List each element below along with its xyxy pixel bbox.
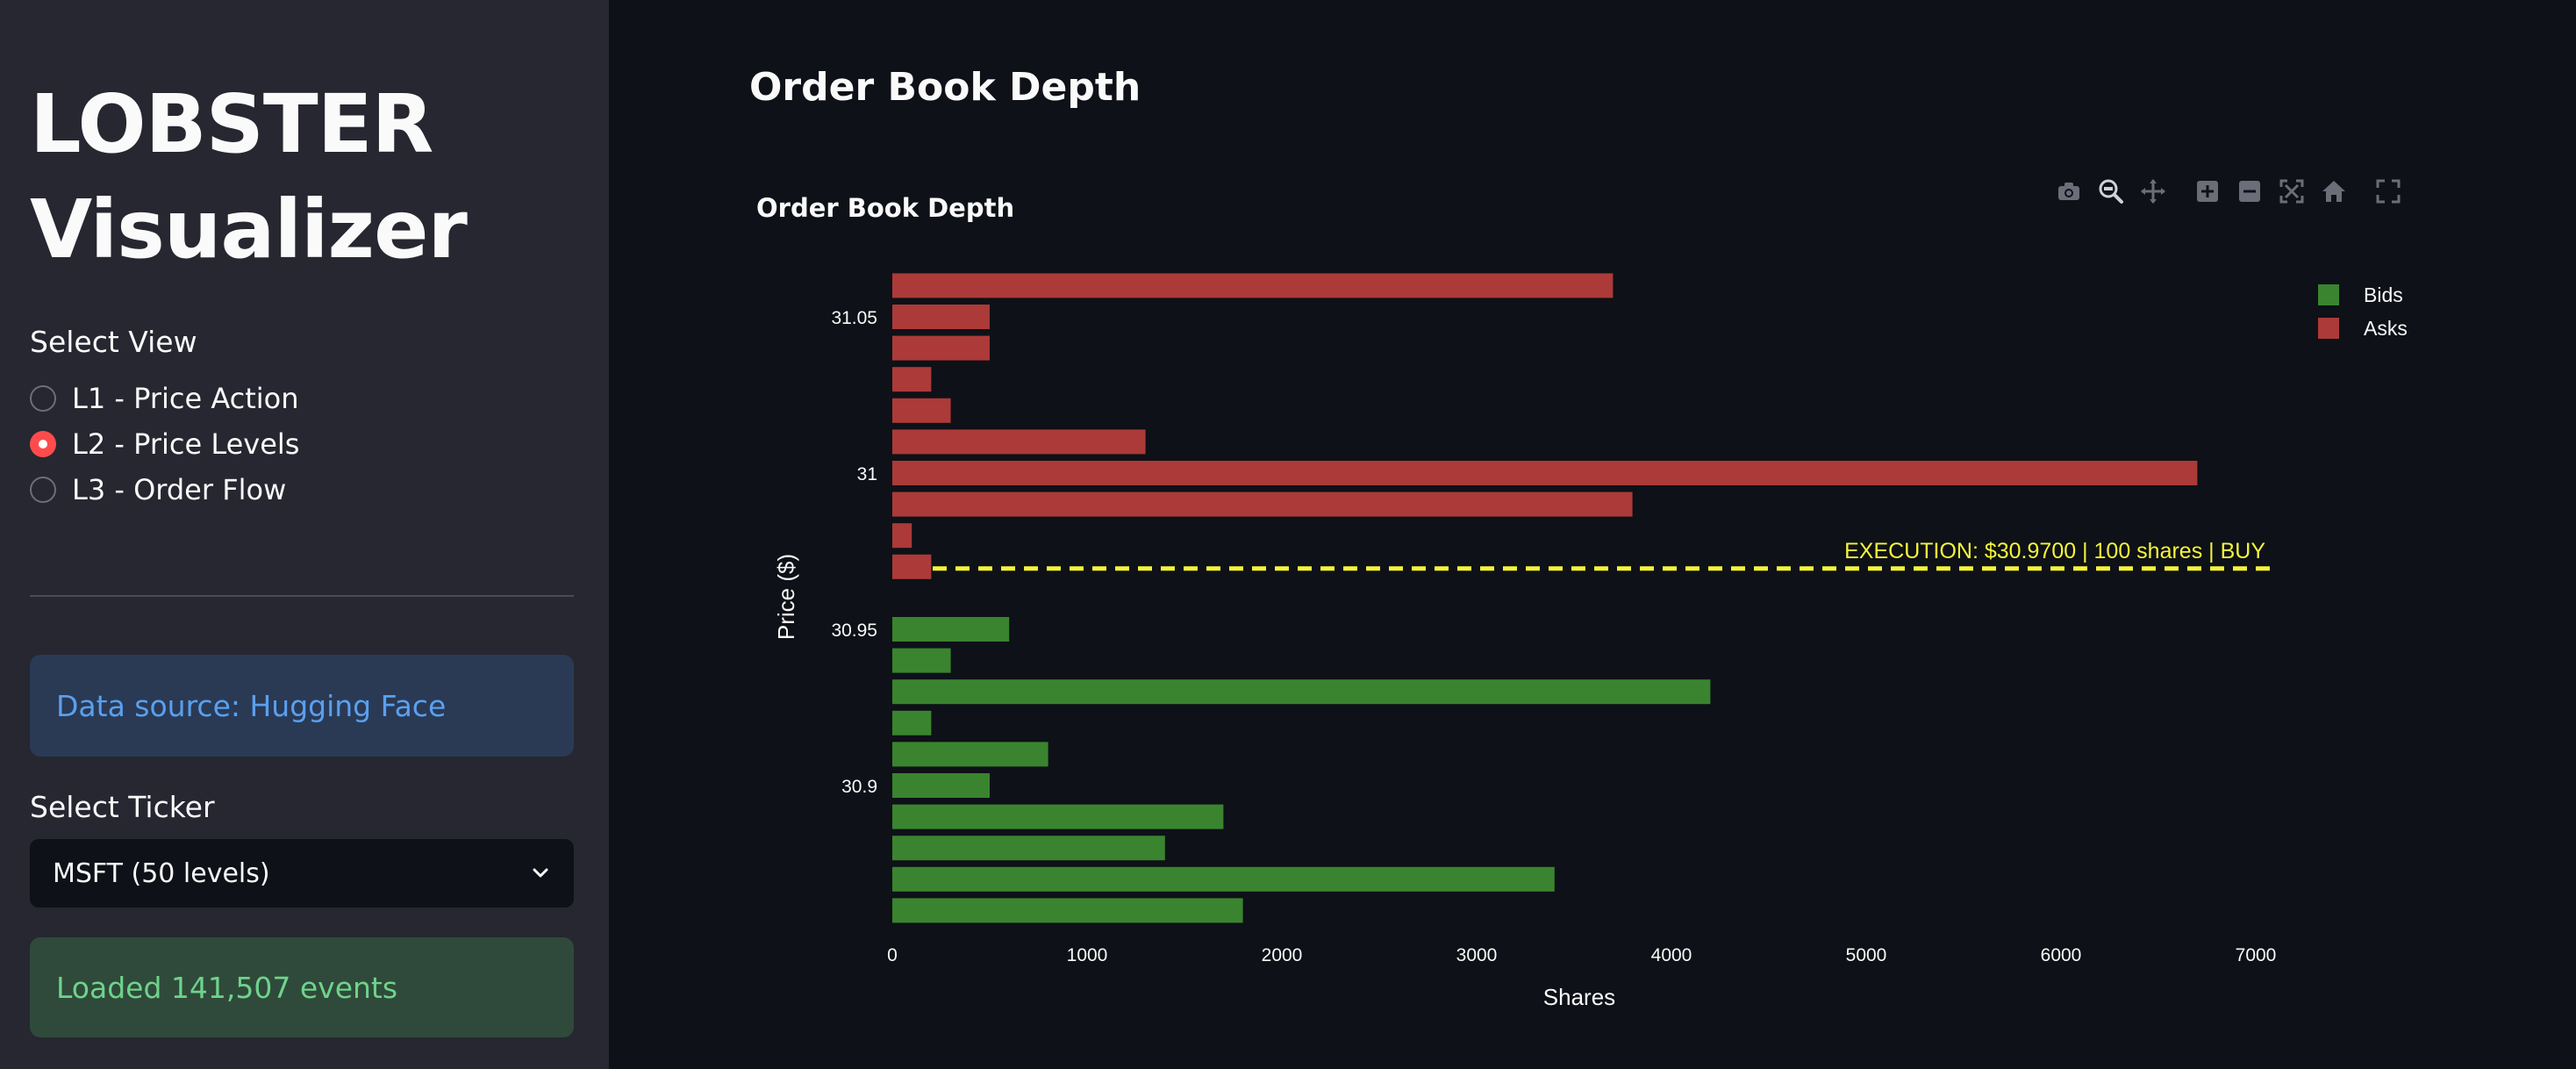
autoscale-icon[interactable] [2276, 176, 2308, 207]
view-option-l2[interactable]: L2 - Price Levels [30, 421, 299, 467]
x-tick-label: 6000 [2041, 945, 2082, 965]
execution-annotation: EXECUTION: $30.9700 | 100 shares | BUY [1844, 539, 2265, 563]
ask-bar[interactable] [892, 367, 932, 392]
camera-icon[interactable] [2053, 176, 2085, 207]
ticker-select-value: MSFT (50 levels) [53, 857, 270, 889]
view-option-label: L3 - Order Flow [72, 473, 287, 506]
chart-title: Order Book Depth [756, 193, 1015, 223]
x-tick-label: 2000 [1262, 945, 1303, 965]
bid-bar[interactable] [892, 710, 932, 735]
ask-bar[interactable] [892, 554, 932, 579]
view-option-l3[interactable]: L3 - Order Flow [30, 467, 299, 513]
sidebar: LOBSTER Visualizer Select View L1 - Pric… [0, 0, 609, 1069]
y-tick-label: 30.9 [841, 777, 877, 797]
x-tick-label: 3000 [1456, 945, 1498, 965]
ask-bar[interactable] [892, 273, 1614, 298]
legend-label[interactable]: Asks [2364, 317, 2408, 340]
ask-bar[interactable] [892, 335, 990, 361]
load-status-text: Loaded 141,507 events [56, 970, 398, 1005]
radio-button[interactable] [30, 385, 56, 412]
legend-label[interactable]: Bids [2364, 283, 2403, 306]
reset-axes-icon[interactable] [2318, 176, 2350, 207]
chart-legend[interactable]: Bids Asks [2318, 283, 2408, 340]
bid-bar[interactable] [892, 836, 1165, 861]
select-view-label: Select View [30, 325, 197, 359]
legend-swatch[interactable] [2318, 318, 2339, 339]
radio-button-selected[interactable] [30, 431, 56, 457]
view-radio-group: L1 - Price Action L2 - Price Levels L3 -… [30, 376, 299, 513]
bid-bar[interactable] [892, 648, 951, 673]
load-status: Loaded 141,507 events [30, 937, 574, 1037]
y-axis-ticks: 31.05 31 30.95 30.9 [831, 308, 877, 797]
radio-button[interactable] [30, 477, 56, 503]
y-tick-label: 31 [857, 464, 877, 484]
bid-bar[interactable] [892, 866, 1555, 892]
y-axis-label: Price ($) [773, 554, 799, 640]
bid-bar[interactable] [892, 679, 1711, 705]
y-tick-label: 31.05 [831, 308, 877, 328]
legend-swatch[interactable] [2318, 284, 2339, 305]
data-source-info: Data source: Hugging Face [30, 655, 574, 757]
y-tick-label: 30.95 [831, 621, 877, 641]
bid-bar[interactable] [892, 773, 990, 798]
view-option-label: L2 - Price Levels [72, 427, 300, 461]
pan-icon[interactable] [2137, 176, 2169, 207]
chart-bars [892, 273, 2198, 923]
view-option-l1[interactable]: L1 - Price Action [30, 376, 299, 421]
ask-bar[interactable] [892, 429, 1146, 455]
ask-bar[interactable] [892, 398, 951, 423]
zoom-in-icon[interactable] [2192, 176, 2223, 207]
bid-bar[interactable] [892, 742, 1048, 767]
app-title-line1: LOBSTER [30, 77, 433, 171]
chart-toolbar [2053, 176, 2415, 207]
x-axis-label: Shares [1543, 984, 1615, 1010]
bid-bar[interactable] [892, 804, 1224, 829]
zoom-out-icon[interactable] [2234, 176, 2265, 207]
ask-bar[interactable] [892, 523, 912, 549]
x-tick-label: 0 [887, 945, 898, 965]
app-title: LOBSTER Visualizer [30, 72, 468, 283]
sidebar-divider [30, 595, 574, 597]
bid-bar[interactable] [892, 898, 1243, 923]
x-axis-ticks: 0 1000 2000 3000 4000 5000 6000 7000 [887, 945, 2276, 965]
fullscreen-icon[interactable] [2372, 176, 2404, 207]
zoom-icon[interactable] [2095, 176, 2127, 207]
x-tick-label: 4000 [1651, 945, 1692, 965]
app-title-line2: Visualizer [30, 183, 468, 276]
chevron-down-icon [533, 868, 548, 878]
bid-bar[interactable] [892, 617, 1010, 642]
view-option-label: L1 - Price Action [72, 382, 299, 415]
ticker-select[interactable]: MSFT (50 levels) [30, 839, 574, 908]
x-tick-label: 1000 [1067, 945, 1108, 965]
x-tick-label: 7000 [2236, 945, 2277, 965]
x-tick-label: 5000 [1846, 945, 1887, 965]
page-title: Order Book Depth [749, 65, 1141, 110]
ask-bar[interactable] [892, 491, 1633, 517]
ask-bar[interactable] [892, 461, 2198, 485]
data-source-text: Data source: Hugging Face [56, 688, 447, 723]
select-ticker-label: Select Ticker [30, 790, 215, 824]
ask-bar[interactable] [892, 305, 990, 329]
